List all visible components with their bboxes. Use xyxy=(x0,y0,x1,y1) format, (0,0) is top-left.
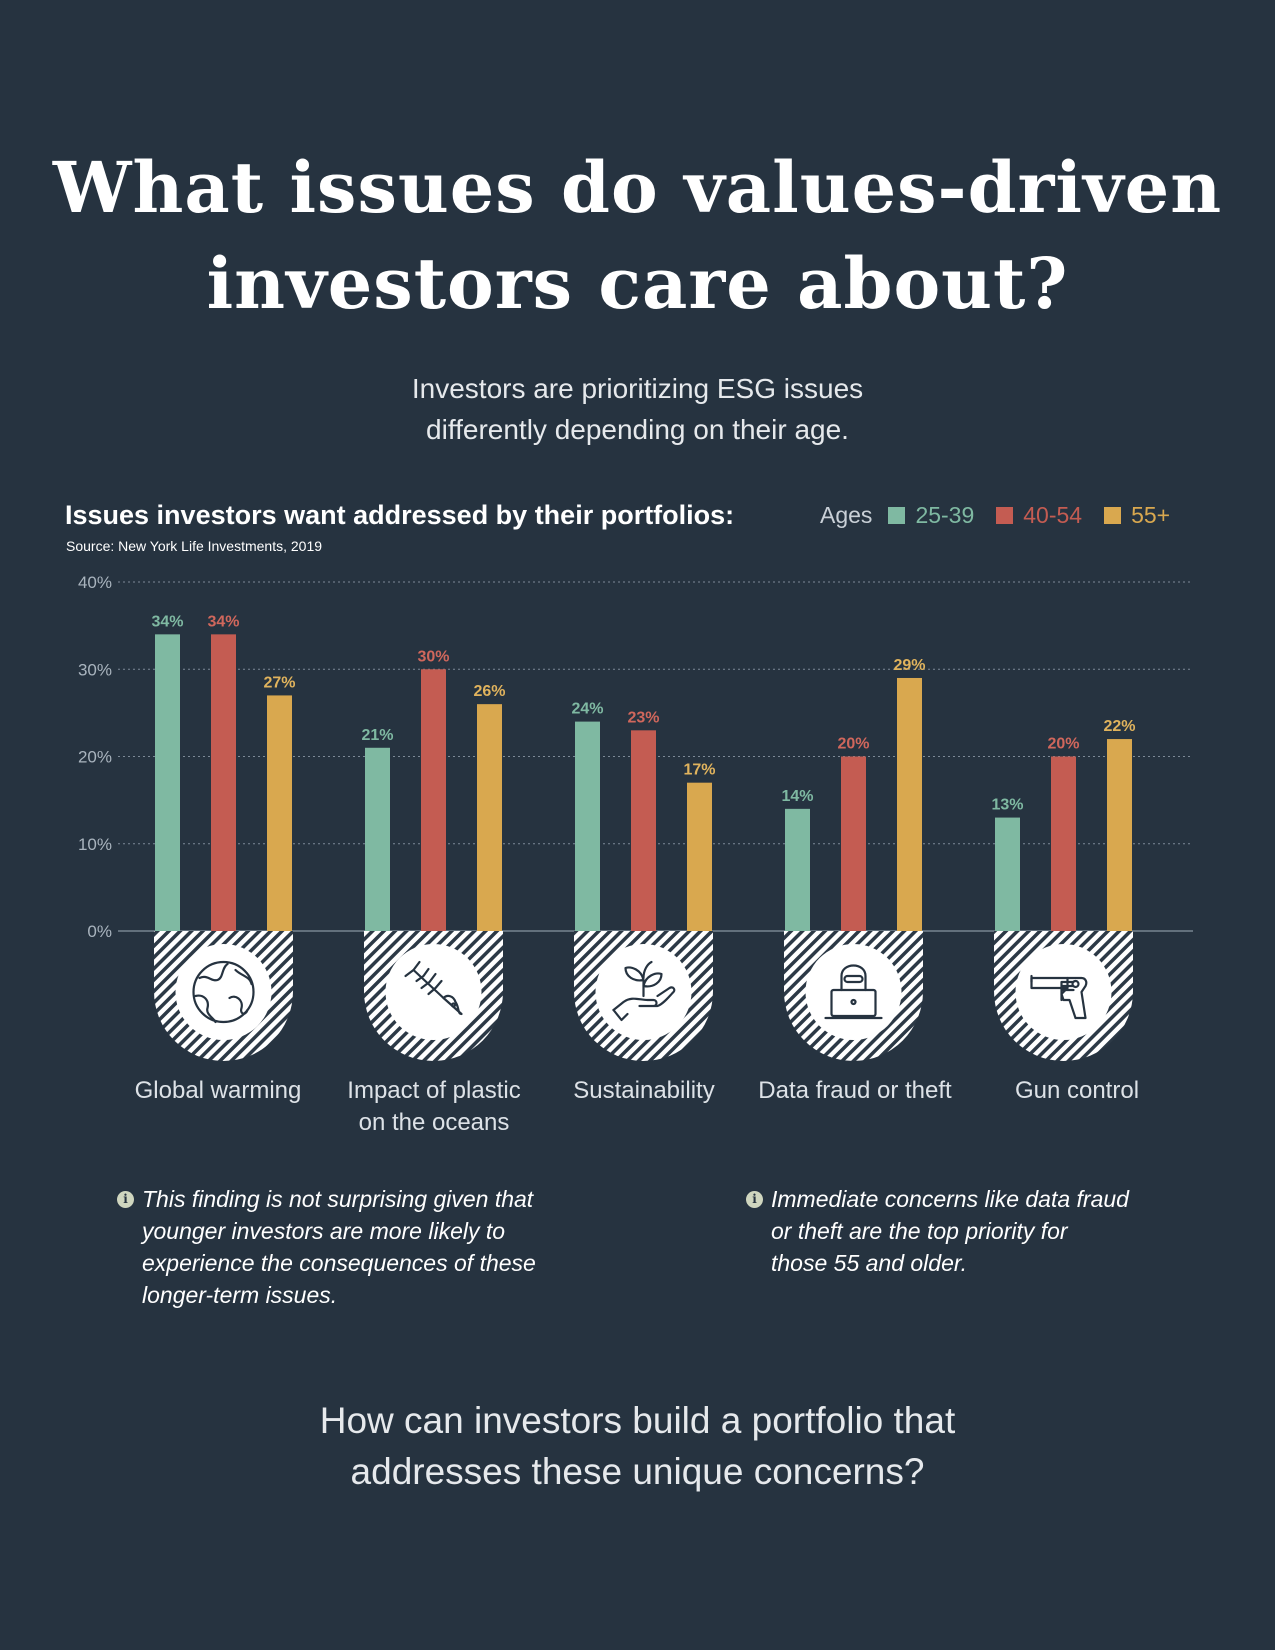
bar xyxy=(211,634,236,931)
note-line: younger investors are more likely to xyxy=(142,1218,506,1244)
bar-value-label: 14% xyxy=(781,788,813,805)
note-line: Immediate concerns like data fraud xyxy=(771,1186,1129,1212)
category-label-sustainability: Sustainability xyxy=(534,1075,754,1107)
subtitle: Investors are prioritizing ESG issues di… xyxy=(0,368,1275,450)
plant-in-hand-icon xyxy=(612,960,676,1022)
bar-value-label: 34% xyxy=(151,613,183,630)
chart-heading: Issues investors want addressed by their… xyxy=(65,500,735,530)
legend-label-55-plus: 55+ xyxy=(1131,502,1171,528)
note-line: those 55 and older. xyxy=(771,1250,968,1276)
y-tick-label: 10% xyxy=(78,835,112,854)
bar xyxy=(897,677,922,931)
category-label-global-warming: Global warming xyxy=(108,1075,328,1107)
legend-item-25-39: 25-39 xyxy=(888,502,974,529)
title-line-2: investors care about? xyxy=(206,242,1069,325)
bar xyxy=(155,634,180,931)
bar xyxy=(687,782,712,931)
bar xyxy=(267,695,292,931)
chart-source: Source: New York Life Investments, 2019 xyxy=(66,538,323,554)
legend-title: Ages xyxy=(820,502,873,528)
note-line: longer-term issues. xyxy=(142,1282,338,1308)
bar xyxy=(421,669,446,931)
chart-legend: Ages 25-39 40-54 55+ xyxy=(820,502,1170,529)
y-tick-label: 30% xyxy=(78,660,112,679)
info-icon: i xyxy=(746,1191,763,1208)
note-younger-investors: i This finding is not surprising given t… xyxy=(117,1183,536,1311)
subtitle-line-1: Investors are prioritizing ESG issues xyxy=(411,373,864,404)
icon-circle xyxy=(175,944,272,1040)
y-tick-label: 40% xyxy=(78,573,112,592)
note-line: This finding is not surprising given tha… xyxy=(142,1186,534,1212)
category-label-line: Global warming xyxy=(134,1077,302,1104)
bar-value-label: 13% xyxy=(991,797,1023,814)
bar-value-label: 27% xyxy=(263,674,295,691)
bar-value-label: 30% xyxy=(417,648,449,665)
legend-item-55-plus: 55+ xyxy=(1104,502,1170,529)
bar-value-label: 24% xyxy=(571,701,603,718)
category-label-gun-control: Gun control xyxy=(967,1075,1187,1107)
note-older-investors: i Immediate concerns like data fraud or … xyxy=(746,1183,1129,1279)
bar xyxy=(575,721,600,931)
bar xyxy=(1051,756,1076,931)
closing-line-1: How can investors build a portfolio that xyxy=(319,1400,956,1441)
bar-value-label: 20% xyxy=(1047,736,1079,753)
legend-label-25-39: 25-39 xyxy=(915,502,975,528)
bar-value-label: 22% xyxy=(1103,718,1135,735)
bar xyxy=(477,704,502,931)
category-label-line: Gun control xyxy=(1014,1077,1140,1104)
legend-swatch-25-39 xyxy=(888,507,906,524)
y-tick-label: 20% xyxy=(78,748,112,767)
legend-item-40-54: 40-54 xyxy=(996,502,1082,529)
title-line-1: What issues do values-driven xyxy=(52,146,1223,229)
category-label-line: Sustainability xyxy=(573,1077,715,1104)
bar xyxy=(1107,739,1132,931)
bar-value-label: 17% xyxy=(683,762,715,779)
bar-value-label: 34% xyxy=(207,613,239,630)
category-label-line: Impact of plastic xyxy=(347,1077,521,1104)
bar-value-label: 21% xyxy=(361,727,393,744)
page-title: What issues do values-driven investors c… xyxy=(0,140,1275,332)
category-label-line: Data fraud or theft xyxy=(758,1077,952,1104)
legend-label-40-54: 40-54 xyxy=(1023,502,1083,528)
fish-bone-icon xyxy=(404,960,463,1016)
bar-value-label: 29% xyxy=(893,657,925,674)
category-label-line: on the oceans xyxy=(358,1109,510,1136)
icon-circle xyxy=(805,944,902,1040)
note-line: experience the consequences of these xyxy=(142,1250,536,1276)
bar-value-label: 20% xyxy=(837,736,869,753)
bar xyxy=(785,808,810,931)
bar xyxy=(995,817,1020,931)
category-label-plastic: Impact of plastic on the oceans xyxy=(324,1075,544,1139)
icon-circle xyxy=(385,944,482,1040)
category-label-data-fraud: Data fraud or theft xyxy=(745,1075,965,1107)
bar-value-label: 26% xyxy=(473,683,505,700)
revolver-icon xyxy=(1030,974,1088,1020)
legend-swatch-40-54 xyxy=(996,507,1014,524)
bar xyxy=(631,730,656,931)
closing-question: How can investors build a portfolio that… xyxy=(0,1395,1275,1497)
bar xyxy=(841,756,866,931)
note-line: or theft are the top priority for xyxy=(771,1218,1068,1244)
subtitle-line-2: differently depending on their age. xyxy=(426,414,849,445)
info-icon: i xyxy=(117,1191,134,1208)
globe-icon xyxy=(192,960,255,1024)
bar xyxy=(365,747,390,931)
bar-chart: 0% 10% 20% 30% 40% 34% 34% 27% 21% 30% 26% 24% 23% 17… xyxy=(78,573,1193,1061)
bar-value-label: 23% xyxy=(627,709,659,726)
legend-swatch-55-plus xyxy=(1104,507,1122,524)
y-tick-label: 0% xyxy=(87,922,112,941)
hacker-laptop-icon xyxy=(824,964,883,1020)
closing-line-2: addresses these unique concerns? xyxy=(350,1451,925,1492)
